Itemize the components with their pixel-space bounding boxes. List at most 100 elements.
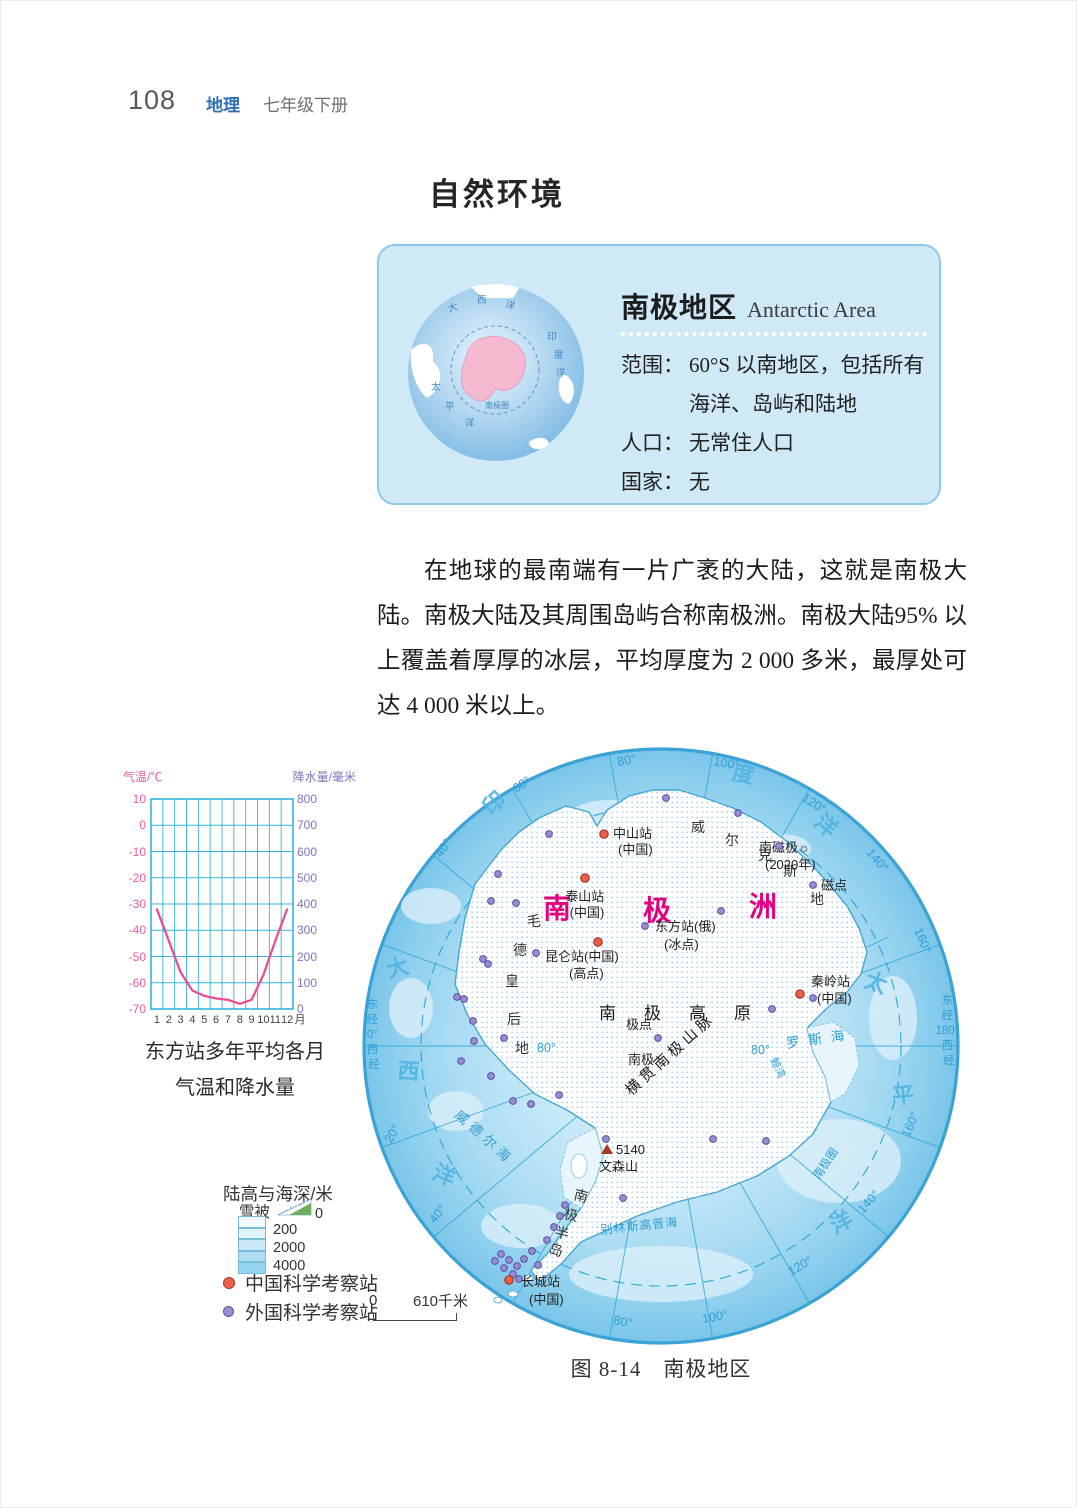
depth-swatch bbox=[238, 1262, 266, 1274]
svg-text:南: 南 bbox=[572, 1186, 589, 1205]
svg-text:-30: -30 bbox=[129, 897, 147, 911]
edge-longitude-right: 东 经 180° 西 经 bbox=[936, 994, 962, 1067]
plateau-label: 南极高原 bbox=[599, 1004, 779, 1023]
changcheng-station-label: 长城站 (中国) bbox=[521, 1273, 564, 1307]
globe-label-atlantic-3: 洋 bbox=[504, 298, 517, 312]
antarctica-map: 40° 60° 80° 100° 120° 140° 160° 160° 140… bbox=[362, 747, 962, 1345]
svg-text:-10: -10 bbox=[129, 845, 147, 859]
vinson-peak-icon bbox=[601, 1144, 613, 1154]
globe-label-pacific-3: 洋 bbox=[465, 417, 475, 429]
rim-label: 100° bbox=[712, 754, 740, 772]
legend-depth-0: 0 bbox=[315, 1206, 324, 1222]
chart-grid bbox=[150, 798, 294, 1010]
continent-name-label: 南 极 洲 bbox=[543, 891, 777, 926]
globe-label-pacific-2: 平 bbox=[445, 402, 455, 413]
svg-text:德: 德 bbox=[513, 942, 527, 958]
chart-caption-line2: 气温和降水量 bbox=[175, 1077, 295, 1099]
svg-text:-70: -70 bbox=[129, 1002, 147, 1016]
card-title-en: Antarctic Area bbox=[747, 297, 876, 322]
card-row-value: 60°S 以南地区，包括所有海洋、岛屿和陆地 bbox=[689, 353, 925, 416]
svg-text:-50: -50 bbox=[129, 950, 147, 964]
card-row-label: 国家： bbox=[621, 470, 684, 494]
globe-land-nz bbox=[529, 437, 549, 450]
china-station-dot-icon bbox=[223, 1276, 235, 1289]
vinson-label: 文森山 bbox=[599, 1159, 638, 1174]
depth-swatch bbox=[238, 1216, 266, 1228]
scale-bar bbox=[373, 1313, 457, 1321]
scale-zero: 0 bbox=[369, 1292, 378, 1309]
svg-text:100: 100 bbox=[297, 976, 317, 990]
vinson-elevation: 5140 bbox=[616, 1142, 645, 1157]
svg-text:地: 地 bbox=[515, 1040, 529, 1056]
island bbox=[507, 1290, 519, 1298]
svg-text:毛: 毛 bbox=[527, 913, 541, 929]
svg-text:后: 后 bbox=[507, 1011, 521, 1027]
chart-right-ticks: 800 700 600 500 400 300 200 100 0 bbox=[297, 792, 317, 1016]
globe-label-circle: 南极圈 bbox=[485, 400, 509, 410]
snow-triangle-icon bbox=[277, 1198, 312, 1216]
svg-text:平: 平 bbox=[891, 1082, 915, 1109]
svg-text:西: 西 bbox=[397, 1058, 421, 1084]
antarctic-circle-line bbox=[420, 805, 902, 1287]
svg-text:洲: 洲 bbox=[749, 891, 777, 922]
section-title: 自然环境 bbox=[429, 177, 565, 212]
chart-caption: 东方站多年平均各月 气温和降水量 bbox=[105, 1034, 365, 1106]
svg-text:斯: 斯 bbox=[783, 863, 797, 879]
header-subject: 地理 bbox=[206, 96, 240, 115]
antarctic-peninsula-label: 南 极 半 岛 bbox=[547, 1186, 589, 1259]
lat80-label-east: 80° bbox=[751, 1043, 770, 1057]
antarctic-info-card: 大 西 洋 印 度 洋 太 平 洋 南极圈 南极地区 Antarctic Area… bbox=[377, 244, 941, 505]
depth-swatch bbox=[238, 1250, 266, 1263]
svg-text:皇: 皇 bbox=[505, 973, 519, 989]
svg-text:700: 700 bbox=[297, 818, 317, 832]
globe-thumbnail: 大 西 洋 印 度 洋 太 平 洋 南极圈 bbox=[408, 284, 584, 461]
chart-month-ticks: 1 2 3 4 5 6 7 8 9 10 11 12 月 bbox=[154, 1014, 306, 1026]
legend-foreign-station: 外国科学考察站 bbox=[223, 1298, 378, 1325]
svg-text:12: 12 bbox=[281, 1014, 293, 1026]
svg-text:5: 5 bbox=[201, 1014, 207, 1026]
svg-text:1: 1 bbox=[154, 1014, 160, 1026]
card-dotted-divider bbox=[621, 332, 927, 336]
magnetic-pole-label: 南磁极☼ bbox=[759, 840, 810, 855]
zhongshan-station-label: 中山站 (中国) bbox=[613, 825, 656, 857]
body-paragraph: 在地球的最南端有一片广袤的大陆，这就是南极大陆。南极大陆及其周围岛屿合称南极洲。… bbox=[377, 558, 967, 719]
page-number: 108 bbox=[128, 85, 177, 115]
chart-left-ticks: 10 0 -10 -20 -30 -40 -50 -60 -70 bbox=[129, 792, 147, 1016]
header-volume: 七年级下册 bbox=[263, 96, 348, 115]
lat80-label-west: 80° bbox=[537, 1041, 556, 1055]
svg-text:南: 南 bbox=[543, 893, 571, 924]
taishan-station-label: 泰山站 (中国) bbox=[565, 888, 608, 920]
globe-land-africa bbox=[471, 284, 519, 298]
legend-depth-4000: 4000 bbox=[273, 1258, 306, 1274]
card-row-population: 人口： 无常住人口 bbox=[621, 424, 933, 463]
svg-text:10: 10 bbox=[257, 1014, 269, 1026]
legend-china-station-label: 中国科学考察站 bbox=[245, 1274, 379, 1295]
legend-depth-2000: 2000 bbox=[273, 1240, 306, 1256]
card-row-value: 无常住人口 bbox=[689, 431, 794, 455]
figure-caption: 图 8-14 南极地区 bbox=[570, 1357, 752, 1381]
svg-text:极: 极 bbox=[562, 1205, 579, 1224]
card-row-label: 人口： bbox=[621, 431, 684, 455]
svg-text:-60: -60 bbox=[129, 976, 147, 990]
globe-land-australia bbox=[558, 374, 574, 404]
svg-text:地: 地 bbox=[810, 891, 824, 907]
chart-right-axis-title: 降水量/毫米 bbox=[293, 769, 356, 784]
globe-label-pacific-1: 太 bbox=[431, 381, 441, 393]
svg-text:300: 300 bbox=[297, 923, 317, 937]
svg-text:月: 月 bbox=[295, 1014, 306, 1026]
berkner-island bbox=[570, 1153, 588, 1179]
globe-land-south-america bbox=[410, 343, 441, 398]
globe-label-atlantic-1: 大 bbox=[446, 300, 459, 315]
rim-label: 80° bbox=[616, 752, 637, 769]
svg-text:极: 极 bbox=[643, 895, 671, 926]
rim-label: 100° bbox=[701, 1308, 729, 1326]
svg-text:岛: 岛 bbox=[547, 1240, 564, 1259]
depth-color-ramp bbox=[238, 1216, 266, 1274]
chart-left-axis-title: 气温/℃ bbox=[123, 769, 162, 784]
svg-text:6: 6 bbox=[213, 1014, 219, 1026]
depth-swatch bbox=[238, 1227, 266, 1240]
south-pole-label: 南极 bbox=[628, 1052, 654, 1067]
svg-text:威: 威 bbox=[691, 819, 705, 835]
globe-label-indian-1: 印 bbox=[547, 331, 557, 343]
card-row-label: 范围： bbox=[621, 353, 684, 377]
